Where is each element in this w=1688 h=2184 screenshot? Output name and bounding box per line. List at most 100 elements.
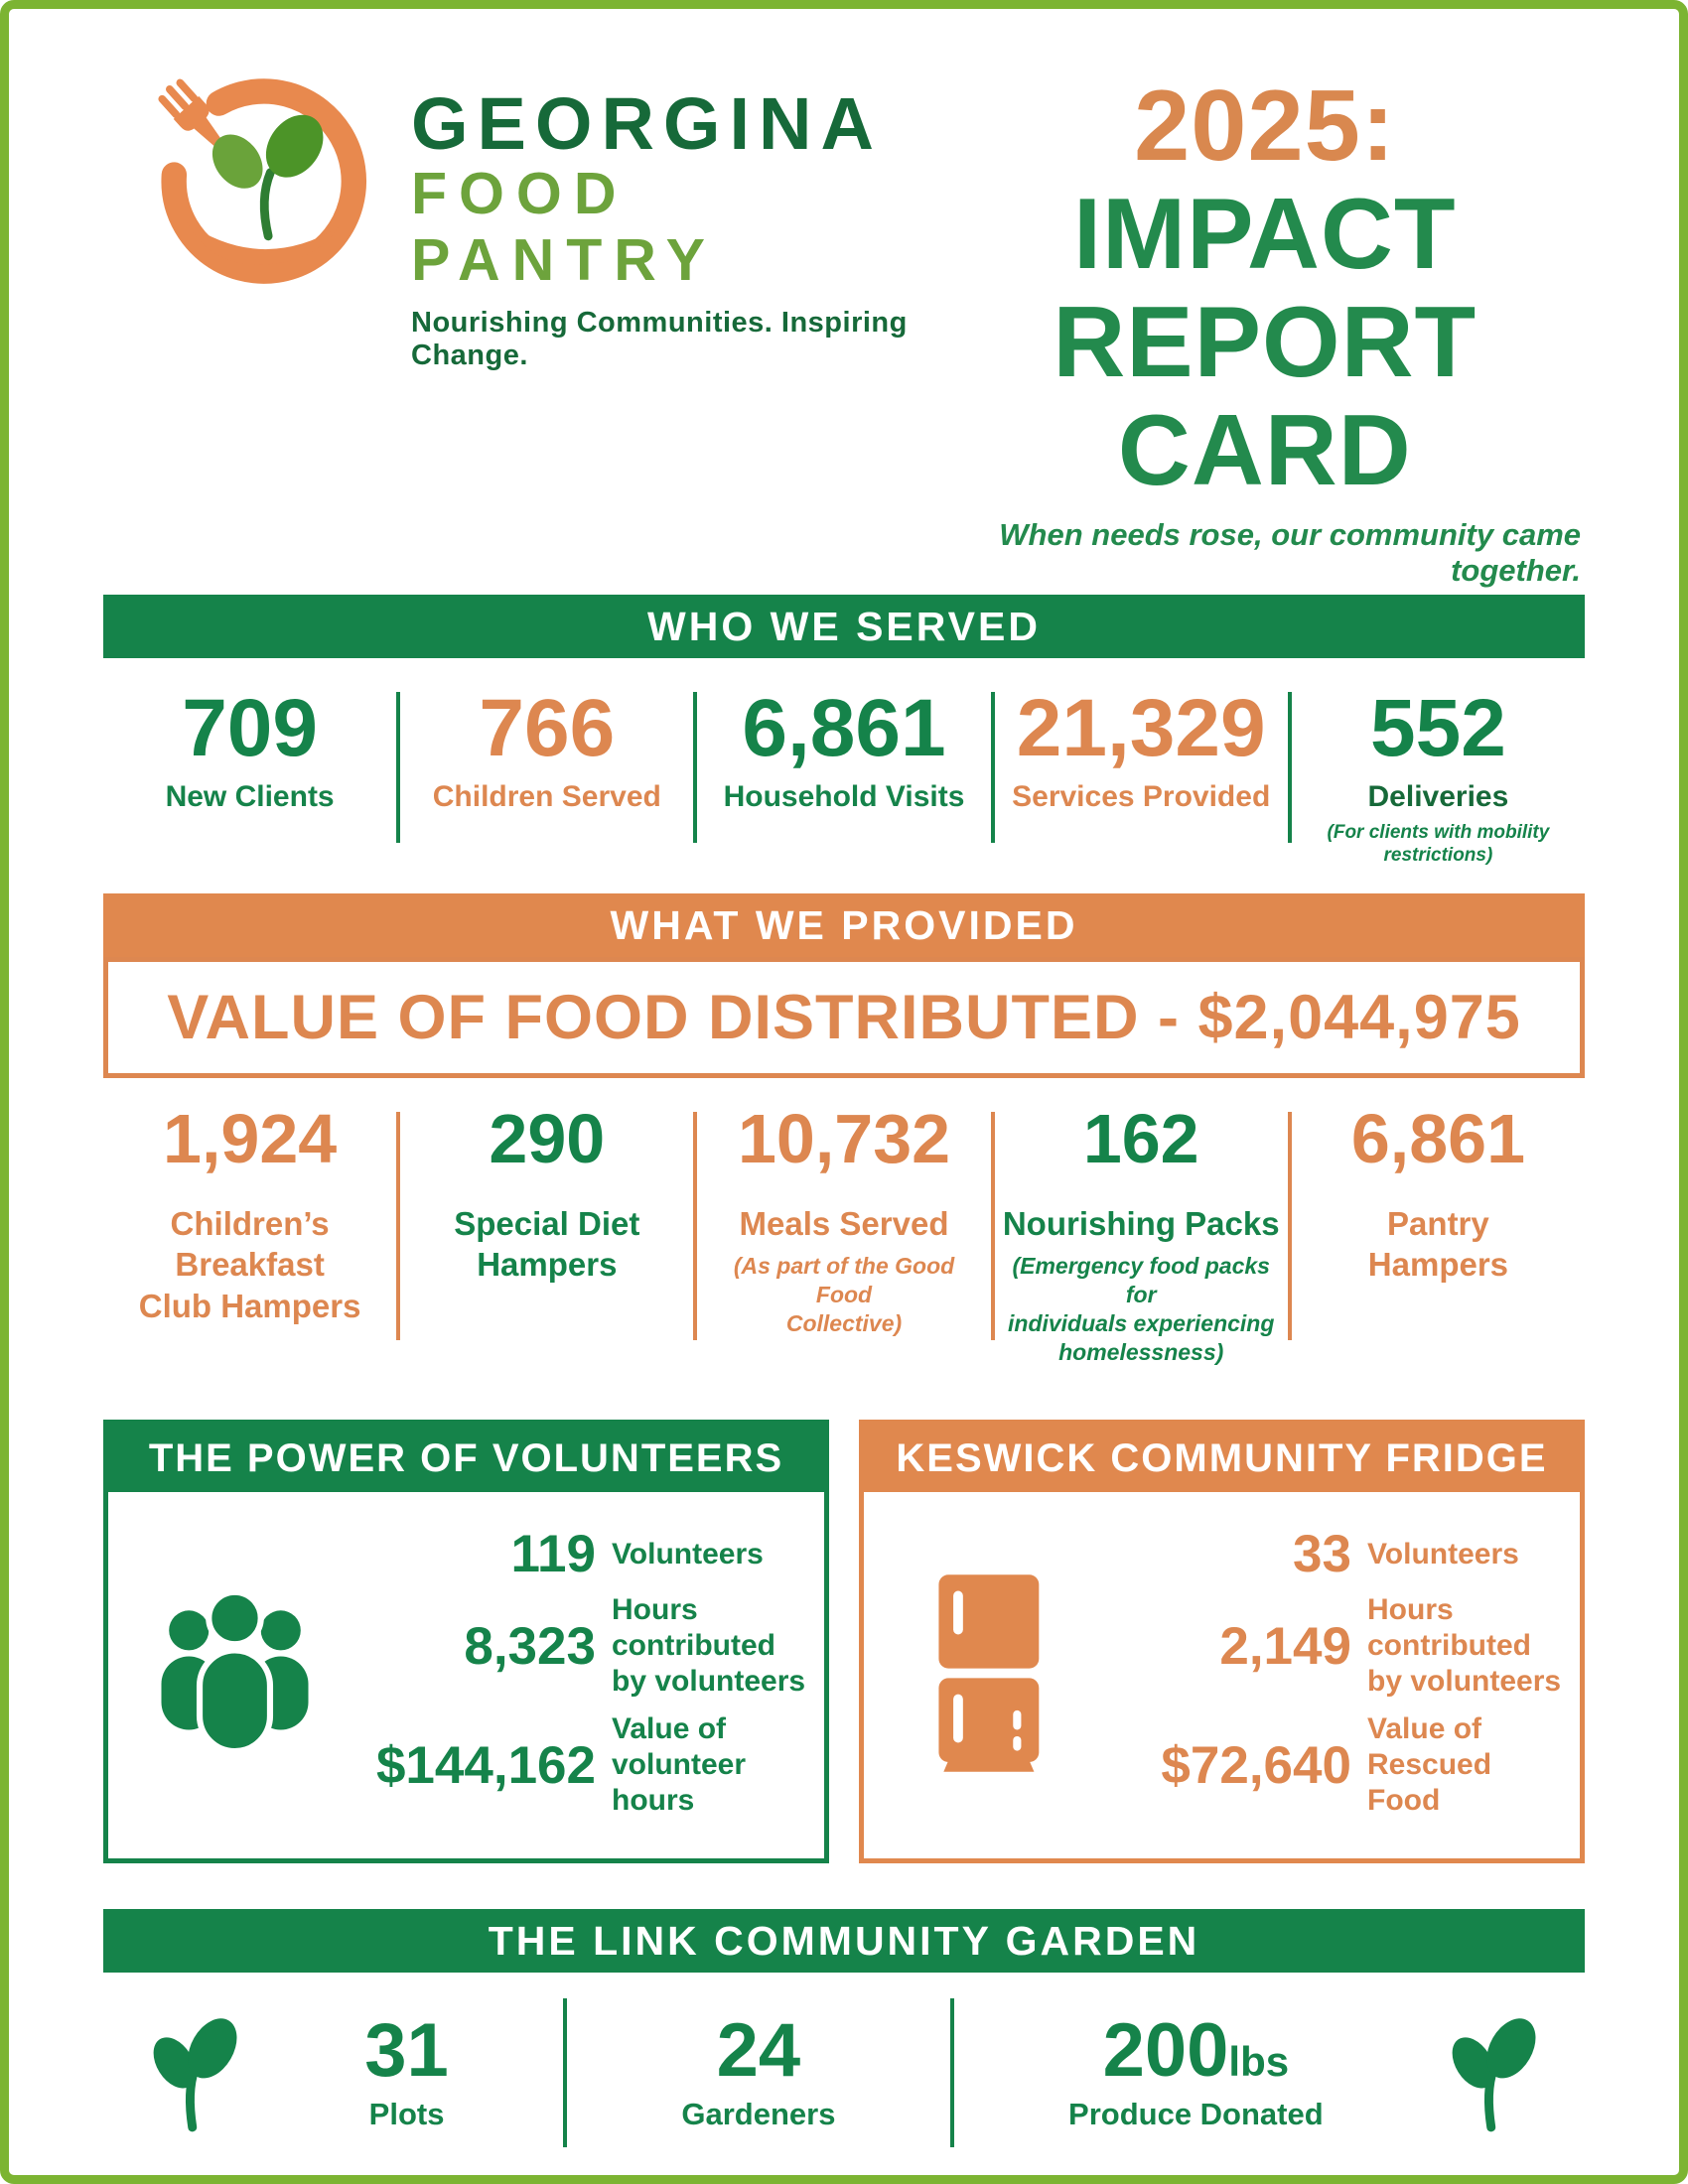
stat-value: 766 <box>479 683 616 774</box>
stat-label: Meals Served <box>739 1205 949 1243</box>
what-we-provided-banner-label: WHAT WE PROVIDED <box>610 901 1078 948</box>
garden-stat-gardeners: 24 Gardeners <box>681 2013 835 2132</box>
title-impact: IMPACT <box>1072 179 1457 291</box>
stat-value: 6,861 <box>742 683 946 774</box>
volunteers-people-icon <box>126 1586 343 1760</box>
stat-label: Children Served <box>432 780 661 814</box>
stat-note: (Emergency food packs for individuals ex… <box>1008 1253 1275 1365</box>
stat-children-served: 766 Children Served <box>400 688 693 814</box>
info-boxes: THE POWER OF VOLUNTEERS <box>103 1420 1585 1864</box>
sprout-icon-left <box>153 2018 237 2132</box>
volunteers-row: $144,162 Value of volunteer hours <box>343 1711 810 1819</box>
divider <box>693 1112 698 1341</box>
stat-label: Special Diet Hampers <box>454 1205 640 1284</box>
stat-label: Plots <box>368 2097 445 2132</box>
hand-swoosh <box>187 222 339 265</box>
stat-breakfast-hampers: 1,924 Children’s Breakfast Club Hampers <box>103 1104 396 1326</box>
stat-label: Nourishing Packs <box>1002 1205 1280 1243</box>
stat-value: 200lbs <box>1068 2013 1324 2089</box>
stat-label: Children’s Breakfast Club Hampers <box>138 1205 361 1324</box>
garden-stat-plots: 31 Plots <box>364 2013 449 2132</box>
stat-label: New Clients <box>165 780 335 814</box>
divider <box>396 692 401 844</box>
row-value: 33 <box>1293 1525 1351 1584</box>
row-label: Value of Rescued Food <box>1367 1712 1492 1818</box>
stat-label: Gardeners <box>681 2097 836 2132</box>
stat-value: 552 <box>1370 683 1506 774</box>
row-value: $144,162 <box>375 1735 596 1795</box>
page-title-line2: REPORT CARD <box>1053 287 1477 507</box>
stat-special-diet-hampers: 290 Special Diet Hampers <box>400 1104 693 1286</box>
power-of-volunteers-body: 119 Volunteers 8,323 Hours contributed b… <box>108 1492 824 1858</box>
row-label: Value of volunteer hours <box>612 1712 747 1818</box>
what-we-provided-stats: 1,924 Children’s Breakfast Club Hampers … <box>103 1078 1585 1386</box>
divider <box>563 1998 568 2148</box>
fridge-rows: 33 Volunteers 2,149 Hours contributed by… <box>1098 1516 1566 1831</box>
divider <box>949 1998 954 2148</box>
stat-value: 31 <box>364 2008 449 2094</box>
row-value: 8,323 <box>464 1616 596 1676</box>
stat-label: Deliveries <box>1367 780 1509 814</box>
fridge-row: $72,640 Value of Rescued Food <box>1098 1711 1566 1819</box>
stat-value: 24 <box>716 2008 801 2094</box>
divider <box>990 1112 995 1341</box>
brand-name-line1: GEORGINA <box>411 82 883 165</box>
who-we-served-banner-label: WHO WE SERVED <box>647 603 1041 649</box>
volunteers-rows: 119 Volunteers 8,323 Hours contributed b… <box>343 1516 810 1831</box>
produce-unit: lbs <box>1228 2038 1290 2086</box>
page-title-line1: 2025: IMPACT <box>949 70 1581 291</box>
volunteers-row: 8,323 Hours contributed by volunteers <box>343 1592 810 1700</box>
stat-label: Household Visits <box>723 780 965 814</box>
stat-note: (As part of the Good Food Collective) <box>733 1253 955 1336</box>
sprout-icon-right <box>1452 2018 1536 2132</box>
stat-services-provided: 21,329 Services Provided <box>995 688 1288 814</box>
brand-name-line2: FOOD PANTRY <box>411 161 717 293</box>
stat-deliveries: 552 Deliveries (For clients with mobilit… <box>1292 688 1585 868</box>
food-pantry-logo-icon <box>158 78 367 284</box>
title-year: 2025: <box>1134 70 1396 182</box>
row-value: 2,149 <box>1219 1616 1351 1676</box>
row-label: Hours contributed by volunteers <box>1367 1593 1562 1699</box>
stat-value: 21,329 <box>1016 683 1266 774</box>
volunteers-row: 119 Volunteers <box>343 1528 810 1580</box>
divider <box>396 1112 401 1341</box>
fridge-row: 2,149 Hours contributed by volunteers <box>1098 1592 1566 1700</box>
fridge-icon <box>882 1571 1098 1775</box>
produce-number: 200 <box>1102 2008 1229 2094</box>
brand-tagline: Nourishing Communities. Inspiring Change… <box>411 306 908 371</box>
power-of-volunteers-box: THE POWER OF VOLUNTEERS <box>103 1420 829 1864</box>
value-of-food-line: VALUE OF FOOD DISTRIBUTED - $2,044,975 <box>167 983 1521 1053</box>
divider <box>1287 1112 1292 1341</box>
stat-household-visits: 6,861 Household Visits <box>697 688 990 814</box>
stat-value: 709 <box>182 683 319 774</box>
divider <box>693 692 698 844</box>
garden-banner-label: THE LINK COMMUNITY GARDEN <box>488 1917 1200 1964</box>
who-we-served-stats: 709 New Clients 766 Children Served 6,86… <box>103 658 1585 893</box>
fridge-row: 33 Volunteers <box>1098 1528 1566 1580</box>
stat-value: 290 <box>489 1100 606 1178</box>
stat-note: (For clients with mobility restrictions) <box>1327 821 1550 867</box>
stat-value: 162 <box>1082 1100 1199 1178</box>
keswick-fridge-box: KESWICK COMMUNITY FRIDGE <box>859 1420 1585 1864</box>
value-of-food-box: VALUE OF FOOD DISTRIBUTED - $2,044,975 <box>103 957 1585 1079</box>
stat-label: Produce Donated <box>1068 2097 1324 2132</box>
power-of-volunteers-header: THE POWER OF VOLUNTEERS <box>108 1425 824 1493</box>
brand-text: GEORGINA FOOD PANTRY Nourishing Communit… <box>411 86 949 372</box>
garden-banner: THE LINK COMMUNITY GARDEN <box>103 1909 1585 1974</box>
stat-value: 1,924 <box>163 1100 338 1178</box>
divider <box>1287 692 1292 844</box>
stat-new-clients: 709 New Clients <box>103 688 396 814</box>
row-label: Hours contributed by volunteers <box>612 1593 806 1699</box>
page-subtitle: When needs rose, our community came toge… <box>999 517 1581 589</box>
title-block: 2025: IMPACT REPORT CARD When needs rose… <box>949 70 1581 589</box>
stat-label: Pantry Hampers <box>1367 1205 1509 1284</box>
keswick-fridge-header: KESWICK COMMUNITY FRIDGE <box>864 1425 1580 1493</box>
garden-stats: 31 Plots 24 Gardeners 200lbs Produce Don… <box>103 1973 1585 2171</box>
who-we-served-banner: WHO WE SERVED <box>103 595 1585 659</box>
row-label: Volunteers <box>1367 1537 1519 1570</box>
stat-label: Services Provided <box>1012 780 1271 814</box>
stat-value: 6,861 <box>1350 1100 1525 1178</box>
row-value: $72,640 <box>1161 1735 1351 1795</box>
brand: GEORGINA FOOD PANTRY Nourishing Communit… <box>107 67 949 372</box>
